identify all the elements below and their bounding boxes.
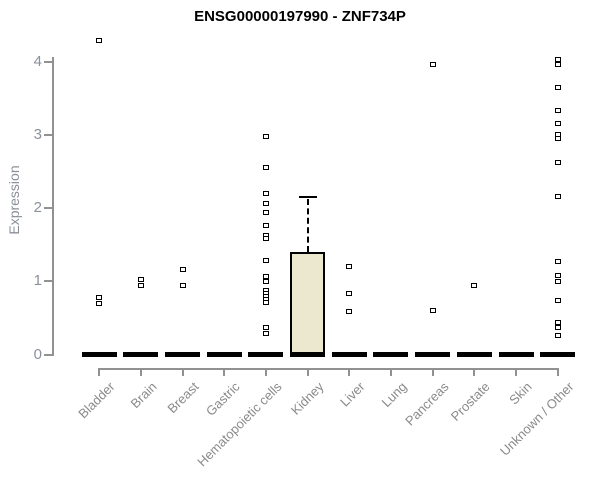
outlier-point [554,259,561,265]
outlier-point [471,283,478,289]
outlier-point [96,300,103,306]
x-tick [181,368,184,376]
y-tick [44,61,52,63]
x-tick [389,368,392,376]
whisker [306,198,309,253]
x-tick [264,368,267,376]
x-tick [348,368,351,376]
outlier-point [554,273,561,279]
outlier-point [554,159,561,165]
median-bar [331,352,367,357]
outlier-point [554,85,561,91]
outlier-point [262,223,269,229]
outlier-point [179,283,186,289]
outlier-point [346,308,353,314]
y-tick-label: 3 [33,126,42,144]
y-axis-line [52,57,54,356]
box [290,252,326,355]
outlier-point [554,332,561,338]
y-tick-label: 2 [33,199,42,217]
median-bar [206,352,242,357]
x-tick [431,368,434,376]
y-tick [44,280,52,283]
outlier-point [346,263,353,269]
median-bar [415,352,451,357]
x-tick [556,368,559,376]
outlier-point [554,278,561,284]
outlier-point [429,308,436,314]
whisker-cap [298,195,317,198]
outlier-point [262,235,269,241]
x-tick [223,368,226,376]
median-bar [456,352,492,357]
x-tick [98,368,101,376]
outlier-point [346,290,353,296]
outlier-point [554,324,561,330]
outlier-point [262,324,269,330]
median-bar [498,352,534,357]
outlier-point [96,38,103,44]
x-tick [306,368,309,376]
outlier-point [554,319,561,325]
outlier-point [96,294,103,300]
outlier-point [262,134,269,140]
y-tick-label: 1 [33,272,42,290]
outlier-point [262,278,269,284]
x-tick [139,368,142,376]
outlier-point [262,273,269,279]
x-tick [473,368,476,376]
outlier-point [554,56,561,62]
outlier-point [554,120,561,126]
median-bar [290,352,326,357]
outlier-point [137,276,144,282]
outlier-point [554,61,561,67]
outlier-point [137,282,144,288]
x-axis-line [97,368,560,370]
outlier-point [262,191,269,197]
y-tick [44,134,52,137]
outlier-point [554,107,561,113]
outlier-point [179,267,186,273]
x-tick [515,368,517,376]
outlier-point [429,62,436,68]
outlier-point [262,257,269,263]
y-tick [44,353,52,356]
outlier-point [262,164,269,170]
outlier-point [262,330,269,336]
outlier-point [262,300,269,306]
median-bar [373,352,409,357]
y-tick [44,207,52,210]
median-bar [81,352,117,357]
outlier-point [554,297,561,303]
median-bar [123,352,159,357]
outlier-point [554,194,561,200]
y-tick-label: 0 [33,345,42,363]
outlier-point [262,201,269,207]
chart-title: ENSG00000197990 - ZNF734P [194,8,406,25]
y-tick-label: 4 [33,53,42,70]
median-bar [248,352,284,357]
outlier-point [554,136,561,142]
median-bar [540,352,576,357]
median-bar [165,352,201,357]
outlier-point [262,210,269,216]
